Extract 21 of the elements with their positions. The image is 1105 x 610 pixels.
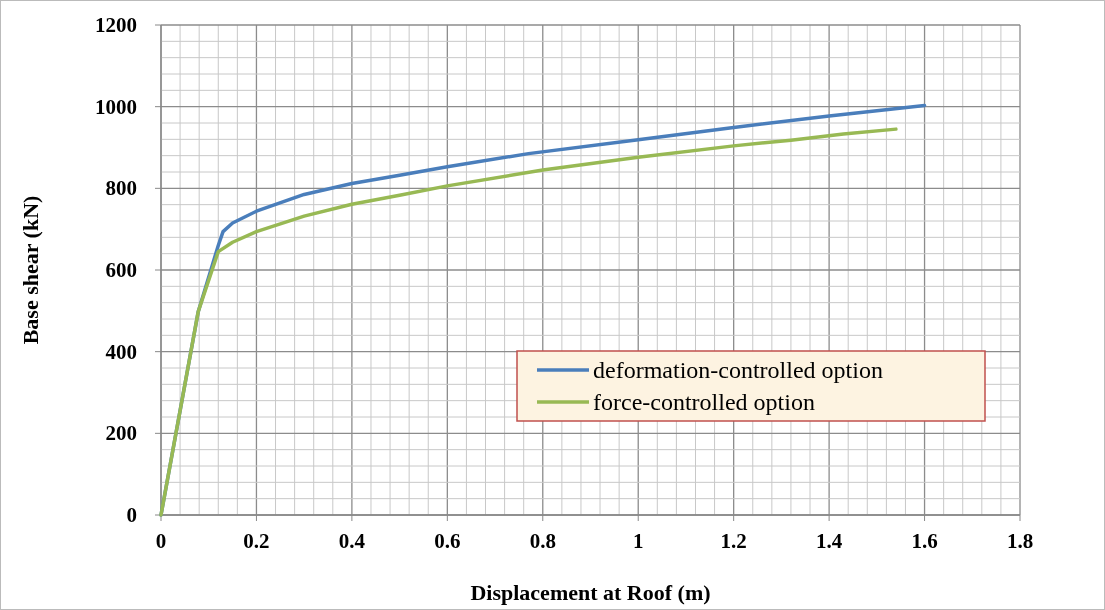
x-tick-label: 1.4 (815, 529, 843, 553)
x-tick-label: 0.4 (338, 529, 366, 553)
legend-label: force-controlled option (593, 389, 815, 415)
x-tick-label: 1.8 (1006, 529, 1034, 553)
y-tick-label: 200 (105, 421, 137, 446)
y-tick-label: 0 (126, 503, 137, 527)
y-tick-label: 1200 (95, 13, 137, 37)
legend-label: deformation-controlled option (593, 357, 883, 383)
y-tick-label: 400 (105, 339, 137, 364)
x-tick-label: 1.6 (911, 529, 938, 553)
x-tick-label: 1.2 (720, 529, 747, 553)
x-tick-label: 0.6 (434, 529, 461, 553)
x-tick-label: 0.2 (243, 529, 270, 553)
x-tick-label: 0 (155, 529, 167, 553)
x-tick-label: 0.8 (529, 529, 556, 553)
y-axis-title: Base shear (kN) (18, 195, 43, 345)
x-axis-title: Displacement at Roof (m) (470, 580, 711, 605)
y-tick-label: 1000 (95, 94, 137, 119)
y-tick-label: 800 (105, 176, 137, 201)
x-tick-label: 1 (632, 529, 644, 553)
y-tick-label: 600 (105, 258, 137, 282)
